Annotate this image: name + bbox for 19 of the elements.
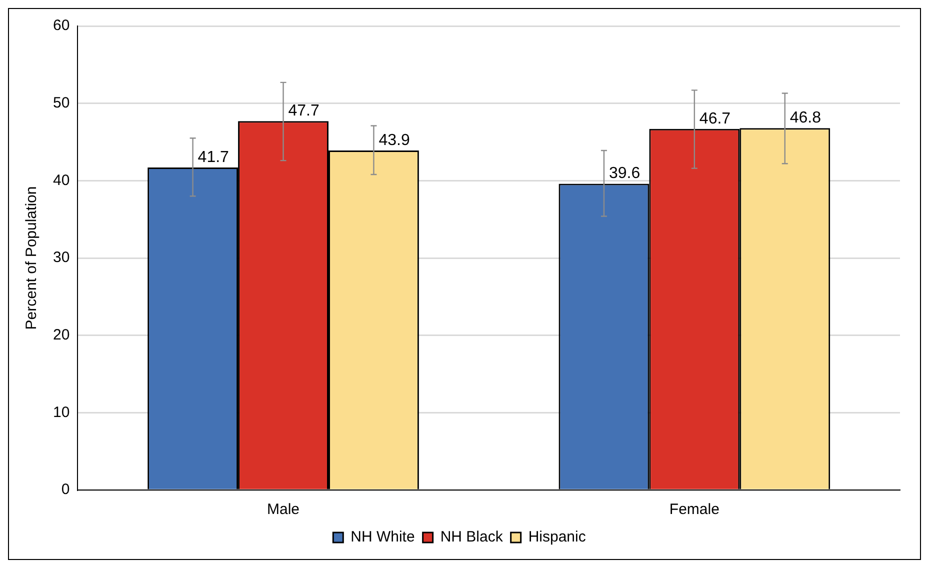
y-tick-label: 20 [52, 326, 70, 344]
data-label: 39.6 [608, 165, 640, 182]
y-tick-label: 10 [52, 404, 70, 421]
y-axis-title: Percent of Population [23, 186, 40, 330]
y-tick-label: 60 [52, 17, 70, 34]
x-tick-label: Female [669, 501, 720, 518]
x-tick-label: Male [267, 501, 300, 518]
data-label: 46.8 [790, 109, 822, 126]
legend-label: NH White [350, 528, 415, 546]
y-tick-label: 30 [52, 249, 70, 266]
legend-label: NH Black [440, 528, 504, 546]
data-label: 43.9 [378, 132, 410, 149]
y-tick-label: 40 [52, 172, 70, 189]
legend-label: Hispanic [528, 528, 586, 546]
data-label: 41.7 [198, 148, 230, 166]
y-tick-label: 50 [52, 94, 70, 112]
data-label: 47.7 [288, 102, 320, 120]
data-label: 46.7 [699, 110, 731, 128]
y-tick-label: 0 [61, 481, 70, 498]
